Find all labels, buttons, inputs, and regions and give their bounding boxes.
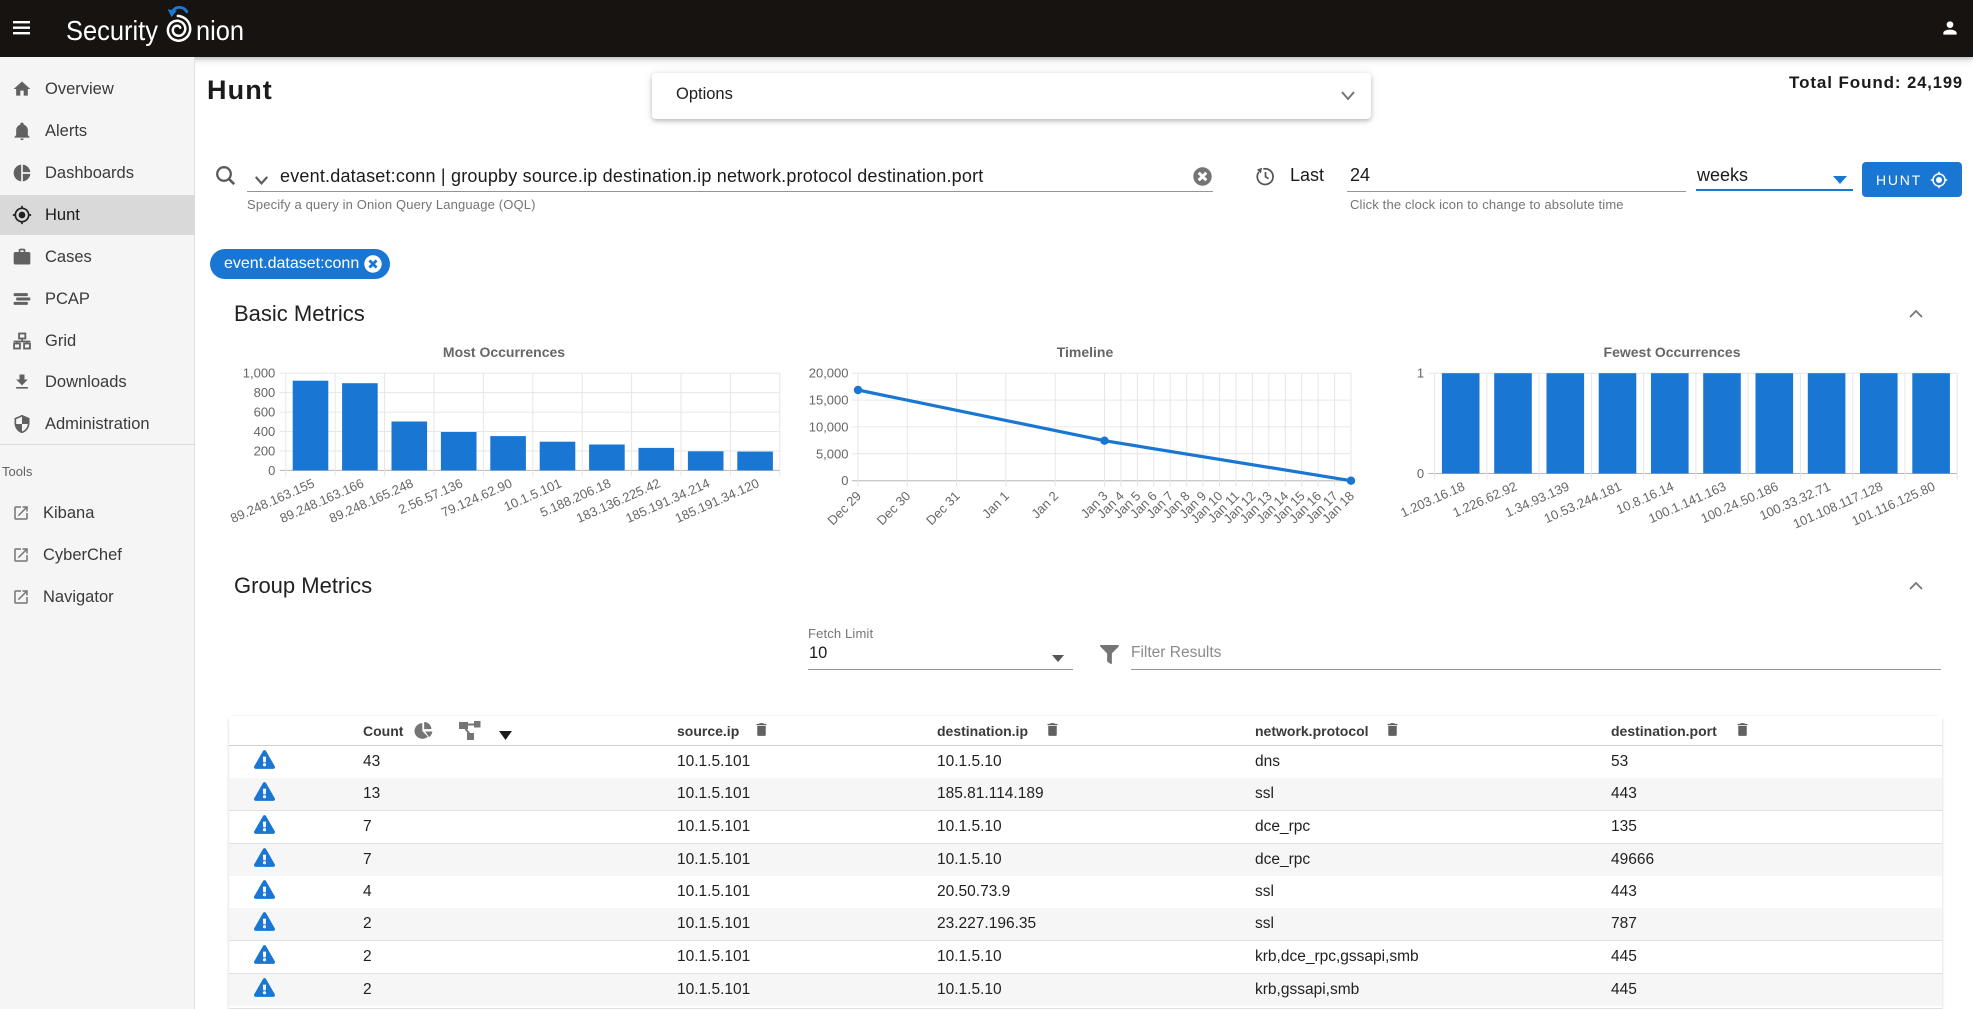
svg-text:Timeline: Timeline	[1057, 344, 1114, 360]
svg-text:nion: nion	[196, 15, 244, 46]
svg-text:400: 400	[254, 424, 276, 439]
svg-text:0: 0	[268, 463, 275, 478]
svg-text:0: 0	[1417, 466, 1424, 481]
svg-text:600: 600	[254, 405, 276, 420]
svg-text:Dec 29: Dec 29	[824, 488, 864, 528]
svg-text:20,000: 20,000	[809, 366, 849, 381]
svg-text:Dec 31: Dec 31	[923, 488, 963, 528]
svg-text:10,000: 10,000	[809, 419, 849, 434]
svg-text:Fewest Occurrences: Fewest Occurrences	[1604, 344, 1741, 360]
svg-text:Dec 30: Dec 30	[874, 488, 914, 528]
svg-text:1: 1	[1417, 366, 1424, 381]
svg-text:0: 0	[841, 473, 848, 488]
svg-text:Jan 2: Jan 2	[1028, 488, 1061, 521]
svg-text:Security: Security	[66, 15, 158, 46]
svg-text:5,000: 5,000	[816, 446, 849, 461]
svg-text:15,000: 15,000	[809, 393, 849, 408]
svg-text:Jan 1: Jan 1	[979, 488, 1012, 521]
svg-text:800: 800	[254, 385, 276, 400]
svg-text:Most Occurrences: Most Occurrences	[443, 344, 565, 360]
svg-text:200: 200	[254, 444, 276, 459]
svg-text:1,000: 1,000	[243, 366, 276, 381]
